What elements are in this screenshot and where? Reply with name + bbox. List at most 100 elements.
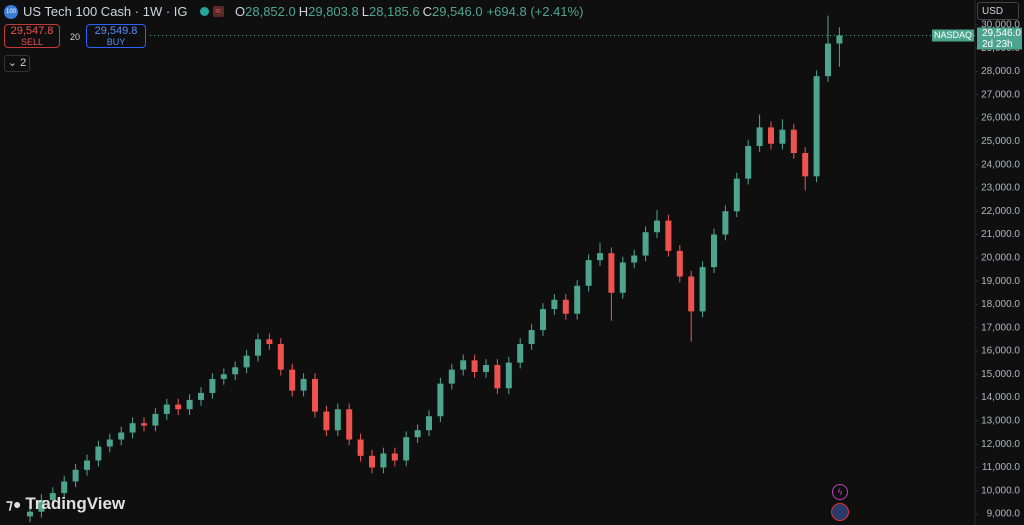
currency-select[interactable]: USD (977, 2, 1019, 20)
candle-body (836, 35, 843, 44)
candle-body (699, 267, 706, 312)
sell-label: SELL (20, 37, 44, 47)
candle-body (106, 439, 113, 447)
candle-body (471, 360, 478, 372)
y-tick-label: 30,000.0 (981, 20, 1020, 31)
y-tick-label: 13,000.0 (981, 416, 1020, 427)
candle-body (505, 362, 512, 389)
candle-body (175, 404, 182, 410)
buy-price: 29,549.8 (94, 25, 138, 37)
candle-body (49, 493, 56, 501)
candle-body (84, 460, 90, 470)
price-label: 29,546.0 (982, 28, 1021, 39)
change: +694.8 (+2.41%) (486, 4, 584, 19)
candle-body (289, 369, 296, 391)
candle-body (186, 399, 193, 410)
candle-body (745, 146, 752, 179)
candle-body (768, 127, 774, 144)
candle-body (277, 344, 284, 370)
candle-body (528, 330, 535, 345)
candle-body (722, 211, 729, 235)
candle-body (220, 374, 227, 379)
y-tick-label: 26,000.0 (981, 113, 1020, 124)
y-tick-label: 23,000.0 (981, 183, 1020, 194)
candle-body (232, 367, 239, 375)
y-tick-label: 25,000.0 (981, 136, 1020, 147)
ohlc-label: O (235, 4, 246, 19)
buy-label: BUY (106, 37, 126, 47)
ohlc: O28,852.0 H29,803.8 L28,185.6 C29,546.0 (232, 4, 483, 19)
candle-body (540, 309, 546, 331)
y-tick-label: 18,000.0 (981, 299, 1020, 310)
candle-body (152, 413, 159, 426)
candle-body (676, 250, 683, 277)
candle-body (391, 453, 398, 461)
candle-body (414, 430, 421, 438)
candle-body (551, 299, 558, 310)
candle-body (403, 437, 410, 461)
candle-body (38, 500, 45, 512)
candle-body (266, 339, 273, 345)
candle-body (608, 253, 615, 293)
ohlc-value: 28,185.6 (368, 4, 420, 19)
price-tag (977, 27, 1022, 50)
y-tick-label: 27,000.0 (981, 89, 1020, 100)
candle-body (779, 129, 786, 144)
symbol-logo: 100 (4, 4, 18, 19)
brand: ⁊● TradingView (6, 494, 125, 514)
candle-body (323, 411, 330, 431)
y-tick-label: 17,000.0 (981, 322, 1020, 333)
candle-body (95, 446, 102, 461)
candle-body (619, 262, 626, 293)
candle-body (255, 339, 261, 356)
ohlc-label: C (422, 4, 432, 19)
market-status (199, 7, 209, 16)
ohlc-label: H (298, 4, 309, 19)
candle-body (243, 355, 250, 368)
y-tick-label: 15,000.0 (981, 369, 1020, 380)
y-tick-label: 11,000.0 (982, 462, 1021, 473)
ohlc-value: 28,852.0 (245, 4, 296, 19)
collapse-count: 2 (20, 57, 27, 69)
spread: 20 (70, 32, 81, 42)
candle-body (129, 423, 136, 433)
countdown: 2d 23h (982, 39, 1013, 50)
y-tick-label: 16,000.0 (981, 346, 1020, 357)
candle-body (756, 127, 763, 147)
ohlc-value: 29,803.8 (308, 4, 359, 19)
wave-icon[interactable]: ≈ (212, 6, 224, 17)
exchange-tag (932, 29, 974, 42)
candle-body (802, 153, 809, 177)
alert-icon[interactable]: ϟ (832, 484, 848, 500)
exchange-label: NASDAQ (934, 30, 972, 40)
y-tick-label: 22,000.0 (981, 206, 1020, 217)
candle-body (163, 404, 170, 414)
brand-name: TradingView (25, 494, 126, 513)
candle-body (27, 511, 33, 517)
y-tick-label: 28,000.0 (981, 66, 1020, 77)
candle-body (642, 232, 649, 256)
candle-body (209, 378, 216, 393)
symbol-name[interactable]: US Tech 100 Cash · 1W · IG (23, 4, 188, 19)
candle-body (688, 276, 695, 312)
candle-body (711, 234, 717, 268)
y-tick-label: 9,000.0 (987, 509, 1021, 520)
candle-body (437, 383, 444, 417)
ohlc-value: 29,546.0 (431, 4, 483, 19)
buy-button[interactable]: 29,549.8 BUY (86, 24, 146, 48)
candle-body (813, 76, 820, 177)
candle-body (574, 285, 581, 314)
candle-body (517, 344, 524, 363)
candle-body (369, 455, 375, 468)
candle-body (562, 299, 569, 314)
candle-body (733, 178, 740, 212)
y-tick-label: 19,000.0 (981, 276, 1020, 287)
collapse-button[interactable]: ⌄ 2 (4, 55, 30, 72)
flag-icon[interactable] (831, 503, 849, 521)
sell-button[interactable]: 29,547.8 SELL (4, 24, 60, 48)
y-tick-label: 10,000.0 (981, 485, 1020, 496)
brand-logo: ⁊● (6, 496, 26, 512)
y-tick-label: 21,000.0 (981, 229, 1020, 240)
y-tick-label: 12,000.0 (981, 439, 1020, 450)
